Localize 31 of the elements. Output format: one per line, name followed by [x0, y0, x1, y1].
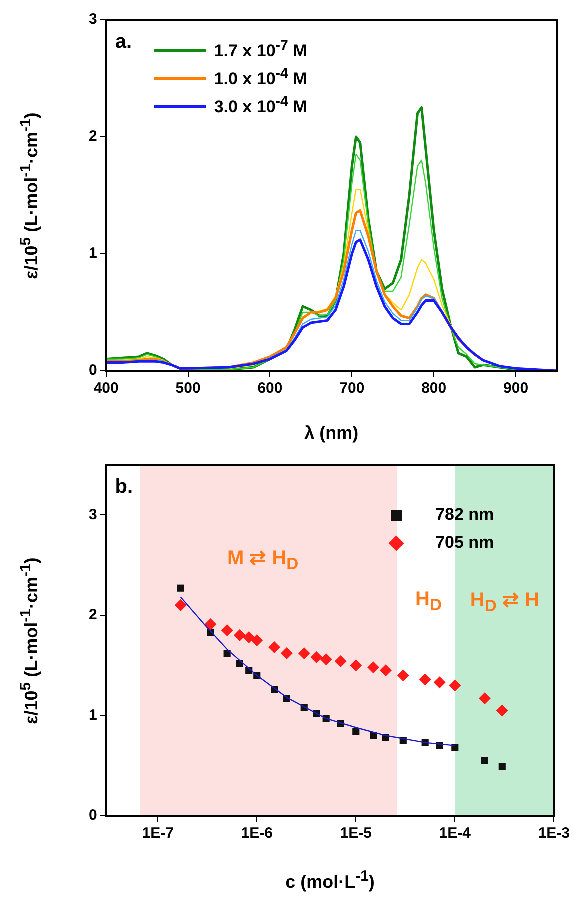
x-tick-label: 1E-5	[340, 825, 372, 842]
annotation: H$_{D}$	[416, 588, 442, 616]
legend-label: 3.0 x 10$^{-4}$ M	[214, 94, 308, 118]
x-tick-label: 400	[94, 380, 119, 398]
x-tick-label: 700	[340, 380, 365, 398]
x-axis-title: c (mol·L$^{-1}$)	[286, 868, 375, 893]
annotation: H$_{D}$ ⇄ H	[470, 588, 540, 616]
y-tick-label: 3	[89, 11, 98, 28]
annotation: M ⇄ H$_{D}$	[227, 546, 299, 574]
x-tick-label: 1E-6	[241, 825, 273, 842]
y-tick-label: 2	[89, 128, 98, 146]
x-tick-label: 1E-7	[142, 825, 174, 842]
y-tick-label: 1	[89, 245, 98, 262]
x-tick-label: 800	[422, 380, 447, 398]
x-tick-label: 600	[258, 380, 283, 398]
legend-label: 1.0 x 10$^{-4}$ M	[214, 66, 308, 90]
annotation: a.	[115, 30, 132, 54]
legend-label: 1.7 x 10$^{-7}$ M	[214, 38, 308, 62]
y-tick-label: 2	[89, 606, 98, 624]
legend-label: 782 nm	[436, 505, 494, 525]
x-tick-label: 900	[504, 380, 529, 398]
x-tick-label: 500	[176, 380, 201, 398]
x-tick-label: 1E-3	[538, 825, 570, 842]
x-tick-label: 1E-4	[439, 825, 472, 842]
legend-label: 705 nm	[436, 533, 494, 553]
x-axis-title: λ (nm)	[304, 423, 359, 444]
y-tick-label: 0	[89, 362, 98, 380]
y-tick-label: 1	[89, 706, 98, 724]
y-tick-label: 0	[89, 807, 98, 824]
y-tick-label: 3	[89, 506, 98, 524]
annotation: b.	[115, 476, 134, 499]
